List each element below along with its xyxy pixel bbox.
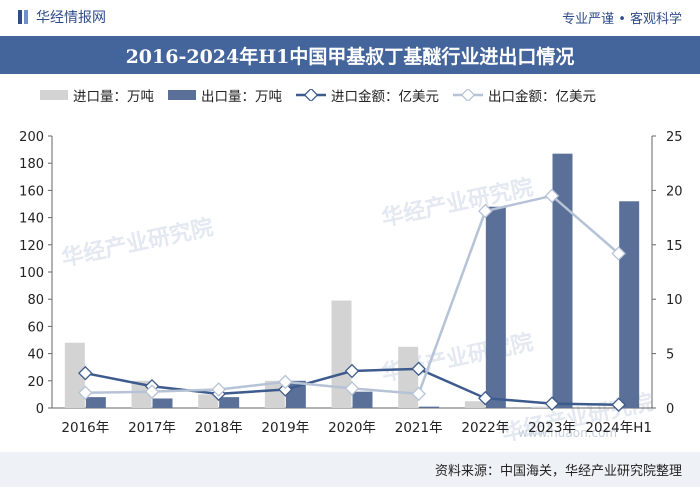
y-tick-label-left: 40 [27,348,44,363]
x-tick-label: 2018年 [195,420,243,436]
bar [264,380,285,408]
line-point [411,386,426,402]
bar [552,153,573,408]
bar [531,406,552,408]
bar [419,406,440,408]
bar [464,401,485,408]
y-tick-label-left: 100 [19,266,44,281]
x-tick-label: 2016年 [61,420,109,436]
x-tick-label: 2021年 [395,420,443,436]
line-point [78,385,93,401]
line-point [411,361,426,377]
line-point [78,365,93,381]
bar [619,201,640,408]
legend-swatch [168,90,196,100]
legend-label: 进口量：万吨 [73,89,154,105]
line-point [544,188,560,204]
x-tick-label: 2023年 [528,420,576,436]
line-point [144,384,160,399]
y-tick-label-left: 140 [19,212,44,227]
legend-label: 进口金额：亿美元 [331,89,439,105]
line-point [344,363,360,379]
line-point [278,382,293,397]
legend-item-import-amt: 进口金额：亿美元 [296,85,439,105]
legend-item-import-qty: 进口量：万吨 [40,85,154,105]
slogan: 专业严谨 • 客观科学 [562,11,682,27]
bar [398,346,419,408]
y-tick-label-left: 0 [36,402,44,417]
y-tick-label-left: 60 [27,320,44,335]
y-tick-label-right: 10 [666,293,683,308]
footer: 资料来源：中国海关，华经产业研究院整理 [0,452,700,487]
bar [352,391,373,408]
x-tick-label: 2024年H1 [585,420,652,436]
bar [152,398,173,408]
brand-name: 华经情报网 [36,10,106,26]
top-bar: 华经情报网 专业严谨 • 客观科学 [0,0,700,34]
legend-swatch [453,89,483,101]
y-tick-label-right: 15 [666,239,683,254]
y-tick-label-left: 180 [19,157,44,172]
chart-title: 2016-2024年H1中国甲基叔丁基醚行业进出口情况 [0,36,700,74]
line-point [478,203,493,219]
y-tick-label-left: 80 [27,293,44,308]
line-point [344,381,360,396]
line-point [611,246,626,261]
bar [198,394,219,408]
y-tick-label-left: 200 [19,130,44,145]
legend-item-export-amt: 出口金额：亿美元 [453,85,596,105]
legend-label: 出口金额：亿美元 [488,89,596,105]
line-point [611,397,626,413]
brand: 华经情报网 [18,7,106,27]
chart-plot: 0 20 40 60 80 100 120 140 160 180 200 0 5 10 15 20 25 201… [19,130,683,436]
source-note: 资料来源：中国海关，华经产业研究院整理 [434,464,682,479]
line-point [544,396,560,411]
bar [85,397,106,408]
y-tick-label-right: 20 [666,184,683,199]
bar [219,397,240,408]
x-tick-label: 2019年 [261,420,309,436]
line-point [478,390,493,406]
legend-item-export-qty: 出口量：万吨 [168,85,282,105]
brand-logo-icon [18,10,28,24]
y-tick-label-left: 20 [27,375,44,390]
x-tick-label: 2020年 [328,420,376,436]
y-tick-label-left: 160 [19,184,44,199]
line-point [278,374,293,390]
bar [485,206,506,408]
bar [331,300,352,408]
x-tick-label: 2017年 [128,420,176,436]
y-tick-label-right: 25 [666,130,683,145]
legend-swatch [40,90,68,100]
x-tick-label: 2022年 [461,420,509,436]
legend-label: 出口量：万吨 [201,89,282,105]
legend-swatch [296,89,326,101]
legend: 进口量：万吨 出口量：万吨 进口金额：亿美元 出口金额：亿美元 [40,84,610,106]
y-tick-label-right: 0 [666,402,674,417]
y-tick-label-right: 5 [666,348,674,363]
y-tick-label-left: 120 [19,239,44,254]
line-point [211,382,226,397]
